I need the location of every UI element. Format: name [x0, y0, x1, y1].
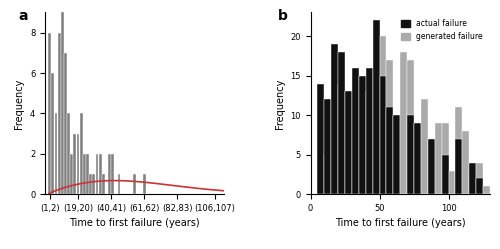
- Bar: [118, 174, 120, 194]
- Bar: [380, 76, 386, 194]
- Bar: [112, 154, 114, 194]
- Bar: [76, 134, 80, 194]
- Bar: [80, 114, 82, 194]
- Bar: [83, 154, 86, 194]
- Bar: [421, 99, 428, 194]
- Bar: [359, 76, 366, 194]
- Bar: [470, 171, 476, 194]
- Bar: [324, 155, 332, 194]
- X-axis label: Time to first failure (years): Time to first failure (years): [70, 219, 200, 229]
- Bar: [428, 139, 435, 194]
- Bar: [394, 115, 400, 194]
- Bar: [70, 154, 73, 194]
- Bar: [456, 107, 462, 194]
- Text: b: b: [278, 9, 288, 23]
- Bar: [359, 76, 366, 194]
- Bar: [345, 91, 352, 194]
- Bar: [462, 131, 469, 194]
- Bar: [448, 171, 456, 194]
- Bar: [407, 115, 414, 194]
- Text: a: a: [18, 9, 28, 23]
- Legend: actual failure, generated failure: actual failure, generated failure: [398, 16, 486, 44]
- X-axis label: Time to first failure (years): Time to first failure (years): [335, 219, 466, 229]
- Bar: [470, 163, 476, 194]
- Bar: [89, 174, 92, 194]
- Bar: [108, 154, 111, 194]
- Bar: [332, 44, 338, 194]
- Bar: [345, 91, 352, 194]
- Bar: [352, 68, 359, 194]
- Bar: [442, 123, 448, 194]
- Bar: [134, 174, 136, 194]
- Bar: [435, 123, 442, 194]
- Bar: [324, 99, 332, 194]
- Bar: [483, 186, 490, 194]
- Bar: [366, 91, 372, 194]
- Bar: [92, 174, 95, 194]
- Bar: [414, 123, 421, 194]
- Bar: [394, 115, 400, 194]
- Bar: [372, 20, 380, 194]
- Bar: [380, 36, 386, 194]
- Bar: [64, 53, 67, 194]
- Bar: [98, 154, 102, 194]
- Y-axis label: Frequency: Frequency: [14, 78, 24, 128]
- Bar: [338, 84, 345, 194]
- Bar: [386, 107, 394, 194]
- Bar: [476, 163, 483, 194]
- Bar: [338, 52, 345, 194]
- Bar: [352, 91, 359, 194]
- Bar: [407, 60, 414, 194]
- Bar: [54, 114, 58, 194]
- Bar: [48, 33, 51, 194]
- Bar: [476, 179, 483, 194]
- Bar: [318, 84, 324, 194]
- Bar: [58, 33, 60, 194]
- Bar: [442, 155, 448, 194]
- Bar: [386, 60, 394, 194]
- Y-axis label: Frequency: Frequency: [275, 78, 285, 128]
- Bar: [318, 139, 324, 194]
- Bar: [52, 73, 54, 194]
- Bar: [102, 174, 104, 194]
- Bar: [61, 12, 64, 194]
- Bar: [400, 52, 407, 194]
- Bar: [332, 99, 338, 194]
- Bar: [366, 68, 372, 194]
- Bar: [456, 139, 462, 194]
- Bar: [428, 139, 435, 194]
- Bar: [67, 114, 70, 194]
- Bar: [86, 154, 89, 194]
- Bar: [142, 174, 146, 194]
- Bar: [96, 154, 98, 194]
- Bar: [74, 134, 76, 194]
- Bar: [414, 123, 421, 194]
- Bar: [372, 44, 380, 194]
